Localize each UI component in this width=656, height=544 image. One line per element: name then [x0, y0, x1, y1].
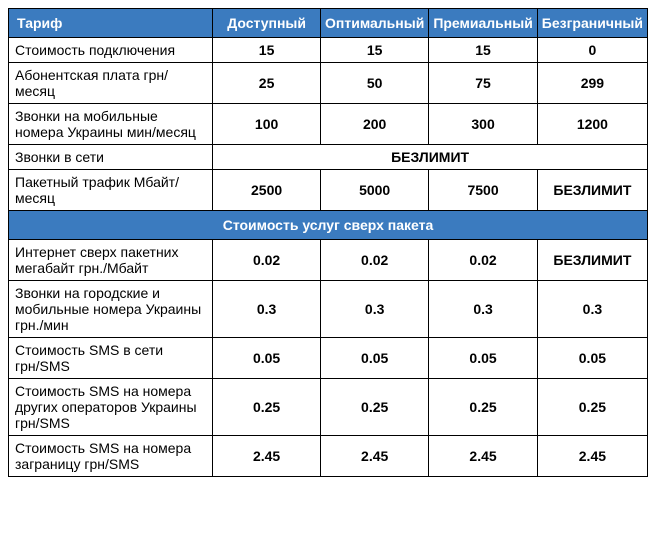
row-value: 1200	[537, 104, 647, 145]
header-row: Тариф Доступный Оптимальный Премиальный …	[9, 9, 648, 38]
table-row: Стоимость SMS в сети грн/SMS 0.05 0.05 0…	[9, 338, 648, 379]
row-value: 25	[213, 63, 321, 104]
row-span-value: БЕЗЛИМИТ	[213, 145, 648, 170]
row-value: 0.25	[429, 379, 537, 436]
row-value: БЕЗЛИМИТ	[537, 240, 647, 281]
table-row: Абонентская плата грн/месяц 25 50 75 299	[9, 63, 648, 104]
table-row: Стоимость подключения 15 15 15 0	[9, 38, 648, 63]
row-value: 0.02	[213, 240, 321, 281]
row-value: БЕЗЛИМИТ	[537, 170, 647, 211]
table-row-traffic: Пакетный трафик Мбайт/месяц 2500 5000 75…	[9, 170, 648, 211]
row-label: Пакетный трафик Мбайт/месяц	[9, 170, 213, 211]
row-value: 0.25	[213, 379, 321, 436]
row-label: Стоимость SMS на номера других операторо…	[9, 379, 213, 436]
row-value: 2.45	[537, 436, 647, 477]
row-value: 75	[429, 63, 537, 104]
row-label: Стоимость SMS на номера заграницу грн/SM…	[9, 436, 213, 477]
row-value: 100	[213, 104, 321, 145]
row-value: 0.25	[537, 379, 647, 436]
row-label: Звонки на мобильные номера Украины мин/м…	[9, 104, 213, 145]
row-value: 0.05	[537, 338, 647, 379]
header-plan-2: Премиальный	[429, 9, 537, 38]
row-value: 0.3	[537, 281, 647, 338]
row-value: 15	[429, 38, 537, 63]
row-value: 15	[213, 38, 321, 63]
table-row: Звонки на городские и мобильные номера У…	[9, 281, 648, 338]
table-row: Интернет сверх пакетних мегабайт грн./Мб…	[9, 240, 648, 281]
row-value: 5000	[321, 170, 429, 211]
header-plan-0: Доступный	[213, 9, 321, 38]
table-row: Стоимость SMS на номера заграницу грн/SM…	[9, 436, 648, 477]
row-value: 0.05	[429, 338, 537, 379]
row-value: 15	[321, 38, 429, 63]
row-label: Стоимость SMS в сети грн/SMS	[9, 338, 213, 379]
row-value: 2.45	[429, 436, 537, 477]
row-label: Звонки на городские и мобильные номера У…	[9, 281, 213, 338]
row-value: 0.3	[429, 281, 537, 338]
row-label: Стоимость подключения	[9, 38, 213, 63]
row-value: 300	[429, 104, 537, 145]
row-value: 0.3	[213, 281, 321, 338]
row-label: Интернет сверх пакетних мегабайт грн./Мб…	[9, 240, 213, 281]
row-value: 2500	[213, 170, 321, 211]
row-label: Звонки в сети	[9, 145, 213, 170]
tariff-table: Тариф Доступный Оптимальный Премиальный …	[8, 8, 648, 477]
header-plan-1: Оптимальный	[321, 9, 429, 38]
row-label: Абонентская плата грн/месяц	[9, 63, 213, 104]
header-tariff: Тариф	[9, 9, 213, 38]
row-value: 200	[321, 104, 429, 145]
header-plan-3: Безграничный	[537, 9, 647, 38]
row-value: 0.02	[321, 240, 429, 281]
row-value: 0.25	[321, 379, 429, 436]
row-value: 50	[321, 63, 429, 104]
table-row: Звонки на мобильные номера Украины мин/м…	[9, 104, 648, 145]
row-value: 0	[537, 38, 647, 63]
section-header-row: Стоимость услуг сверх пакета	[9, 211, 648, 240]
row-value: 0.02	[429, 240, 537, 281]
row-value: 2.45	[213, 436, 321, 477]
row-value: 0.05	[213, 338, 321, 379]
table-row-in-network: Звонки в сети БЕЗЛИМИТ	[9, 145, 648, 170]
row-value: 0.05	[321, 338, 429, 379]
table-row: Стоимость SMS на номера других операторо…	[9, 379, 648, 436]
row-value: 0.3	[321, 281, 429, 338]
row-value: 7500	[429, 170, 537, 211]
row-value: 2.45	[321, 436, 429, 477]
section-header: Стоимость услуг сверх пакета	[9, 211, 648, 240]
row-value: 299	[537, 63, 647, 104]
